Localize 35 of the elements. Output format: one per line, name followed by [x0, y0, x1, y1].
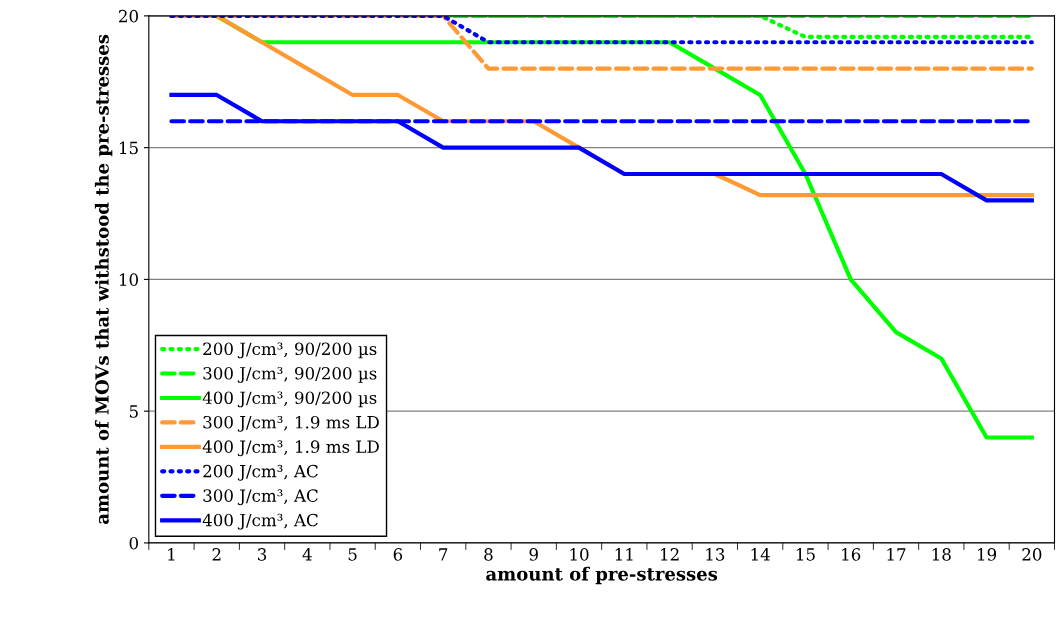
x-tick-label: 10 [570, 548, 589, 561]
x-tick-label: 17 [887, 548, 906, 561]
x-tick-label: 15 [796, 548, 815, 561]
x-tick-label: 16 [842, 548, 861, 561]
x-tick-label: 19 [978, 548, 997, 561]
x-tick-label: 20 [1022, 548, 1042, 561]
x-tick-label: 9 [529, 548, 538, 561]
legend-label: 200 J/cm³, AC [203, 464, 318, 481]
y-tick-label: 20 [119, 9, 138, 23]
y-tick-label: 15 [119, 141, 138, 155]
legend-label: 300 J/cm³, AC [203, 489, 318, 506]
x-tick-label: 7 [439, 548, 448, 561]
x-tick-label: 18 [932, 548, 951, 561]
legend-label: 300 J/cm³, 1.9 ms LD [203, 415, 379, 432]
y-axis-title: amount of MOVs that withstood the pre-stresses [94, 34, 113, 524]
x-tick-label: 1 [168, 548, 175, 561]
legend-label: 400 J/cm³, 90/200 µs [202, 391, 377, 408]
legend-label: 400 J/cm³, 1.9 ms LD [202, 440, 379, 457]
x-tick-label: 11 [615, 548, 633, 561]
x-tick-label: 13 [706, 548, 725, 561]
y-tick-label: 0 [129, 536, 138, 550]
legend-label: 400 J/cm³, AC [202, 513, 318, 530]
x-axis-title: amount of pre-stresses [486, 566, 718, 585]
x-tick-label: 2 [212, 548, 221, 561]
legend-label: 300 J/cm³, 90/200 µs [203, 366, 377, 383]
x-tick-label: 12 [661, 548, 679, 561]
x-tick-label: 6 [393, 548, 403, 561]
y-tick-label: 5 [129, 405, 138, 418]
legend-label: 200 J/cm³, 90/200 µs [203, 342, 377, 359]
x-tick-label: 8 [484, 548, 493, 561]
x-tick-label: 5 [348, 548, 357, 561]
x-tick-label: 3 [258, 548, 267, 561]
y-tick-label: 10 [119, 273, 138, 286]
x-tick-label: 14 [751, 548, 770, 561]
x-tick-label: 4 [302, 548, 312, 561]
